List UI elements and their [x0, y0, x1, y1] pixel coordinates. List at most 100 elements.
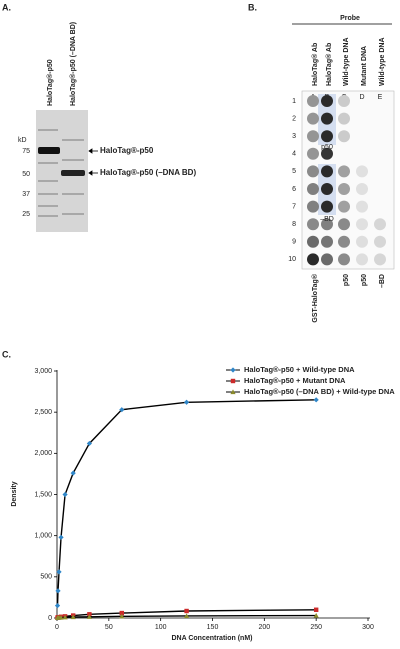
dot	[307, 218, 319, 231]
marker-label: 50	[22, 171, 30, 178]
data-point	[86, 440, 92, 447]
y-tick-label: 0	[48, 615, 52, 622]
probe-label: Probe	[340, 15, 360, 22]
row-label: 1	[292, 98, 296, 105]
dot	[307, 165, 319, 178]
dot	[307, 147, 319, 160]
data-point	[55, 588, 61, 594]
dot	[356, 200, 368, 213]
data-point	[184, 608, 189, 614]
dot	[307, 130, 319, 143]
dot	[307, 183, 319, 195]
series-line	[56, 399, 317, 606]
y-tick-label: 2,000	[34, 450, 52, 457]
x-tick-label: 150	[207, 624, 219, 631]
x-tick-label: 200	[258, 624, 270, 631]
x-tick-label: 100	[155, 624, 167, 631]
dot	[321, 95, 333, 107]
dot	[338, 95, 350, 107]
dot	[321, 165, 333, 178]
column-letter: D	[359, 94, 364, 101]
dot	[321, 147, 333, 160]
inset-label: –BD	[320, 216, 334, 223]
dot	[374, 253, 386, 266]
marker-label: 25	[22, 211, 30, 218]
x-tick-label: 0	[55, 624, 59, 631]
ladder-bands	[38, 129, 84, 217]
arrows	[88, 148, 98, 176]
column-letter: E	[378, 94, 383, 101]
data-point	[62, 491, 68, 498]
marker-label: 37	[22, 191, 30, 198]
data-point	[119, 407, 125, 413]
dot	[338, 218, 350, 231]
dot	[356, 165, 368, 178]
y-tick-label: 500	[40, 574, 52, 581]
data-point	[70, 470, 76, 476]
dot	[338, 130, 350, 143]
dot	[307, 95, 319, 107]
x-tick-label: 50	[105, 624, 113, 631]
data-point	[313, 397, 319, 403]
dot	[338, 165, 350, 178]
column-header: Wild-type DNA	[343, 37, 350, 86]
panel-label: B.	[248, 2, 257, 12]
dot	[338, 253, 350, 266]
row-label: 2	[292, 115, 296, 122]
unit-label: kD	[18, 137, 27, 144]
dot	[356, 253, 368, 266]
panel-label: C.	[2, 349, 11, 359]
dot	[374, 235, 386, 248]
dot	[338, 235, 350, 248]
bottom-label: GST-HaloTag®	[311, 273, 319, 322]
data-point	[62, 614, 68, 620]
y-tick-label: 1,000	[34, 533, 52, 540]
column-header: Mutant DNA	[361, 46, 368, 86]
x-tick-label: 300	[362, 624, 374, 631]
x-axis-label: DNA Concentration (nM)	[171, 635, 252, 642]
gel-band	[61, 170, 85, 176]
data-point	[54, 603, 61, 609]
row-label: 8	[292, 221, 296, 228]
inset-label: p50	[321, 144, 333, 151]
dot	[374, 218, 386, 231]
row-label: 6	[292, 186, 296, 193]
row-label: 3	[292, 133, 296, 140]
data-point	[58, 534, 64, 540]
dot	[307, 200, 319, 213]
y-tick-label: 2,500	[34, 409, 52, 416]
data-point	[313, 612, 319, 618]
row-label: 5	[292, 168, 296, 175]
dot	[321, 235, 333, 248]
column-header: Wild-type DNA	[379, 37, 386, 86]
lane-label: HaloTag®-p50	[46, 59, 54, 106]
dot	[338, 112, 350, 125]
band-label: HaloTag®-p50 (–DNA BD)	[100, 168, 196, 177]
y-axis-label: Density	[11, 481, 18, 506]
legend-label: HaloTag®-p50 (–DNA BD) + Wild-type DNA	[244, 387, 395, 396]
y-tick-label: 3,000	[34, 368, 52, 375]
dot	[321, 183, 333, 195]
row-label: 4	[292, 151, 296, 158]
row-label: 10	[288, 256, 296, 263]
dot	[356, 183, 368, 195]
dot	[307, 253, 319, 266]
dot	[356, 218, 368, 231]
column-header: HaloTag® Ab	[311, 43, 319, 86]
legend-label: HaloTag®-p50 + Wild-type DNA	[244, 365, 355, 374]
dot	[321, 200, 333, 213]
dot	[307, 235, 319, 248]
bottom-label: –BD	[379, 274, 386, 288]
data-point	[313, 607, 319, 612]
lane-label: HaloTag®-p50 (–DNA BD)	[69, 22, 77, 106]
dot	[307, 112, 319, 125]
data-point	[56, 569, 62, 575]
dot	[338, 200, 350, 213]
x-tick-label: 250	[310, 624, 322, 631]
dot	[356, 235, 368, 248]
legend-marker	[230, 378, 236, 384]
data-point	[183, 399, 190, 405]
dot	[321, 130, 333, 143]
